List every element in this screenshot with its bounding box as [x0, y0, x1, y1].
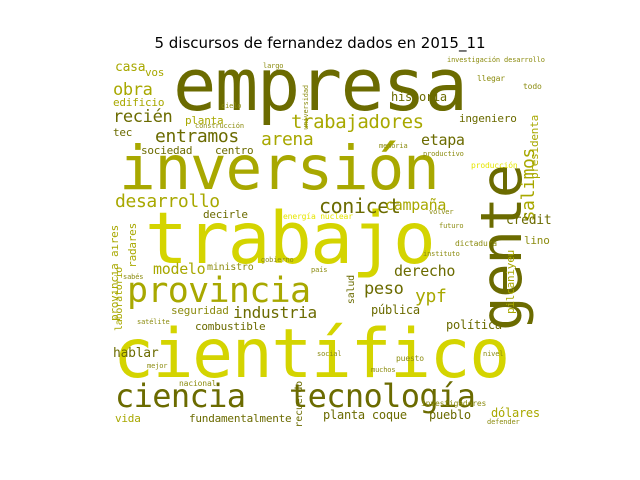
cloud-word: ministro [207, 262, 254, 273]
cloud-word: todo [523, 82, 542, 91]
cloud-word: investigación desarrollo [447, 56, 545, 64]
cloud-word: vos [145, 66, 165, 79]
cloud-word: gobierno [261, 256, 294, 264]
cloud-word: provincia [127, 271, 311, 311]
cloud-word: tecnología [289, 377, 476, 415]
cloud-word: país [311, 266, 328, 274]
cloud-word: ypf [415, 286, 447, 307]
cloud-word: decirle [203, 208, 248, 221]
cloud-word: planta [185, 114, 224, 127]
cloud-word: edificio [113, 96, 165, 109]
cloud-word: empresa [173, 55, 468, 127]
cloud-word: radares [126, 223, 139, 268]
cloud-word: arena [261, 129, 314, 150]
cloud-word: defender [487, 418, 520, 426]
cloud-word: sabés [123, 273, 144, 281]
cloud-word: científico [113, 315, 510, 394]
cloud-word: etapa [421, 131, 465, 149]
cloud-word: recién [113, 107, 173, 127]
cloud-word: hablar [113, 346, 159, 361]
cloud-word: conicet [319, 194, 401, 218]
cloud-word: derecho [394, 262, 456, 280]
cloud-word: salud [346, 275, 357, 305]
cloud-word: trabajadores [291, 111, 424, 133]
cloud-word: historia [391, 90, 447, 104]
cloud-word: mejor [147, 362, 168, 370]
cloud-word: dictadura [455, 239, 497, 248]
cloud-word: volver [429, 208, 454, 216]
cloud-word: satélite [137, 318, 170, 326]
cloud-word: nacional [179, 379, 217, 388]
cloud-word: entramos [155, 126, 239, 147]
cloud-word: vida [115, 412, 141, 425]
cloud-word: fundamentalmente [189, 412, 292, 425]
cloud-word: pública [371, 303, 420, 317]
cloud-word: ingeniero [459, 112, 517, 125]
cloud-word: memoria [379, 142, 408, 150]
cloud-word: productivo [423, 150, 464, 158]
cloud-word: combustible [195, 320, 266, 333]
cloud-word: futuro [439, 222, 464, 230]
cloud-word: presidenta [528, 115, 541, 180]
cloud-word: social [317, 350, 342, 358]
cloud-word: desarrollo [115, 191, 220, 212]
cloud-word: universidad [302, 85, 310, 130]
cloud-word: recuerdo [294, 381, 305, 428]
cloud-word: energía nuclear [283, 212, 353, 221]
cloud-word: casa [115, 60, 146, 75]
chart-title: 5 discursos de fernandez dados en 2015_1… [154, 34, 486, 52]
cloud-word: investigadores [421, 399, 487, 408]
cloud-word: sociedad [141, 144, 193, 157]
cloud-word: muchos [371, 366, 396, 374]
cloud-word: campaña [385, 196, 447, 214]
cloud-word: política [446, 318, 502, 332]
cloud-word: pueblo [429, 408, 471, 422]
cloud-word: crédito [506, 213, 552, 228]
cloud-word: instituto [423, 250, 460, 258]
cloud-word: puesto [396, 354, 424, 363]
cloud-word: peso [364, 279, 404, 299]
word-cloud: empresa inversión trabajo científico gen… [111, 55, 552, 428]
cloud-word: cielo [221, 102, 242, 110]
cloud-word: dólares [491, 406, 540, 420]
cloud-word: industria [233, 303, 317, 322]
cloud-word: ciencia [115, 377, 246, 415]
cloud-word: producción [471, 161, 518, 170]
cloud-word: nivel [483, 350, 504, 358]
cloud-word: planta coque [323, 408, 407, 422]
cloud-word: tec [113, 126, 133, 139]
cloud-word: centro [215, 144, 254, 157]
cloud-word: obra [113, 80, 153, 100]
cloud-word: modelo [153, 260, 206, 278]
cloud-word: lino [524, 234, 550, 247]
cloud-word: largo [263, 62, 284, 70]
cloud-word: inversión [119, 133, 440, 204]
cloud-word: construcción [195, 122, 244, 130]
cloud-word: pilcaniyeu [504, 250, 517, 315]
cloud-word: seguridad [171, 304, 229, 317]
cloud-word: trabajo [145, 197, 436, 280]
cloud-word: llegar [477, 74, 505, 83]
